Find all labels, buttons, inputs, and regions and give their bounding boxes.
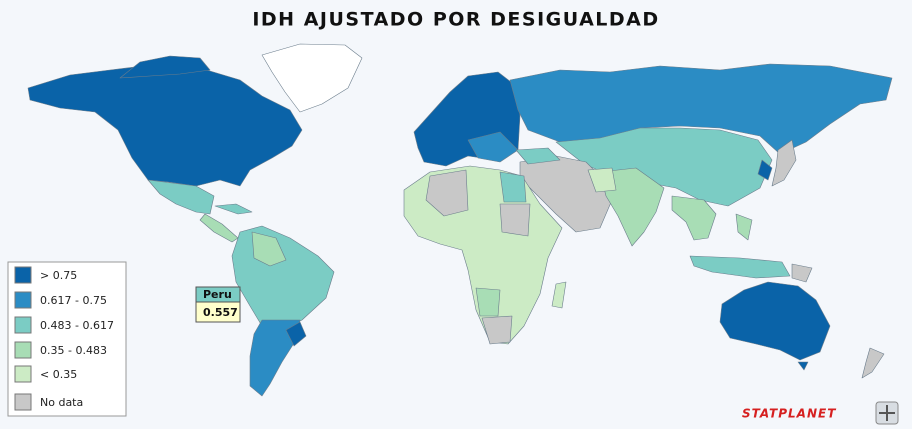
country[interactable] [251, 231, 287, 267]
tooltip-country: Peru [203, 288, 232, 301]
country[interactable] [475, 287, 501, 317]
country[interactable] [671, 195, 717, 241]
country[interactable] [797, 361, 809, 371]
country[interactable] [551, 281, 567, 309]
legend-label: No data [40, 396, 83, 409]
country[interactable] [735, 213, 753, 241]
tooltip-body [195, 301, 241, 323]
country[interactable] [285, 321, 307, 347]
country[interactable] [689, 255, 791, 279]
legend-swatch [14, 341, 32, 359]
country[interactable] [861, 347, 885, 379]
fullscreen-button[interactable] [875, 401, 899, 425]
tooltip: Peru 0.557 [195, 286, 241, 323]
country[interactable] [214, 203, 253, 215]
legend-swatch [14, 365, 32, 383]
country[interactable] [425, 169, 469, 217]
legend-label: > 0.75 [40, 269, 77, 282]
legend-label: 0.35 - 0.483 [40, 344, 107, 357]
country[interactable] [499, 171, 527, 203]
country[interactable] [599, 167, 665, 247]
country[interactable] [119, 55, 211, 79]
brand-logo: STATPLANET [742, 407, 836, 421]
country[interactable] [261, 43, 363, 113]
country[interactable] [199, 213, 239, 243]
country[interactable] [719, 281, 831, 361]
tooltip-value: 0.557 [203, 306, 238, 319]
country[interactable] [771, 139, 797, 187]
legend-box [7, 261, 127, 417]
country[interactable] [791, 263, 813, 283]
legend: > 0.75 0.617 - 0.75 0.483 - 0.617 0.35 - 0.… [7, 261, 127, 417]
country[interactable] [499, 203, 531, 237]
countries [27, 43, 893, 397]
country[interactable] [467, 131, 519, 163]
legend-swatch [14, 393, 32, 411]
country[interactable] [147, 179, 215, 215]
legend-label: 0.617 - 0.75 [40, 294, 107, 307]
country[interactable] [481, 315, 513, 345]
country[interactable] [587, 167, 617, 193]
legend-label: 0.483 - 0.617 [40, 319, 114, 332]
map-title: IDH AJUSTADO POR DESIGUALDAD [252, 9, 659, 31]
legend-label: < 0.35 [40, 368, 77, 381]
country[interactable] [515, 147, 561, 165]
legend-swatch [14, 316, 32, 334]
legend-swatch [14, 291, 32, 309]
legend-swatch [14, 266, 32, 284]
country[interactable] [757, 159, 773, 181]
